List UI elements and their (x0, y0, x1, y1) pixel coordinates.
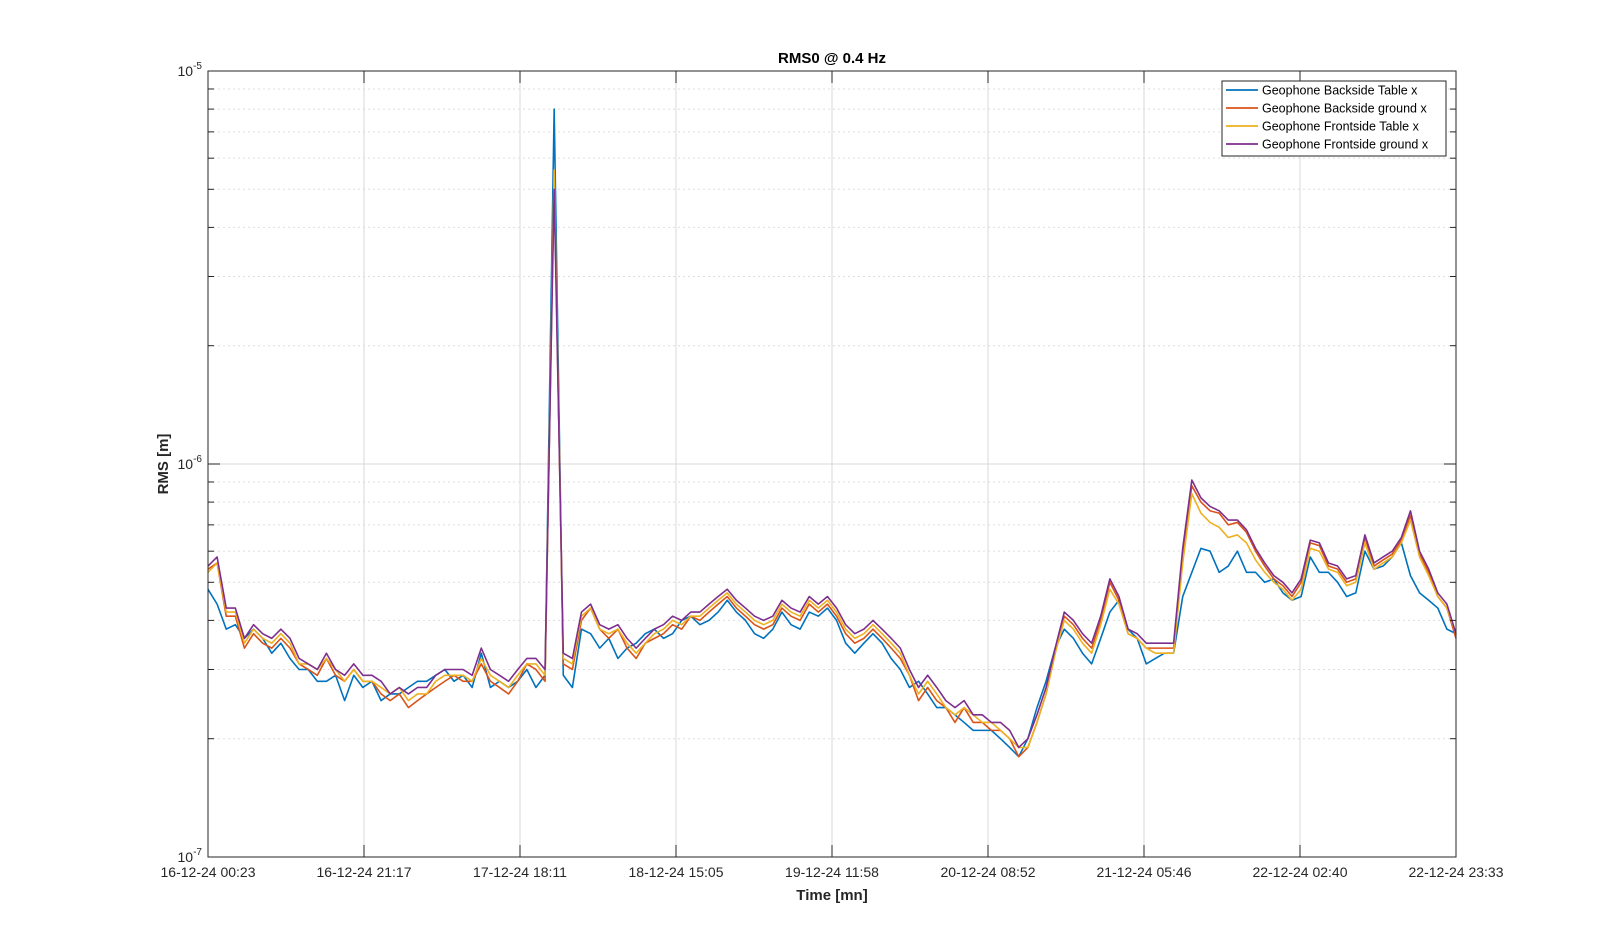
x-tick-label: 16-12-24 00:23 (161, 864, 256, 880)
y-tick-labels: 10-7 10-6 10-5 (178, 61, 203, 865)
legend-label: Geophone Frontside Table x (1262, 120, 1420, 134)
legend-label: Geophone Backside ground x (1262, 102, 1427, 116)
legend-box (1221, 80, 1447, 157)
x-tick-label: 18-12-24 15:05 (629, 864, 724, 880)
y-tick-label: 10-6 (178, 454, 203, 472)
series-line-4 (207, 188, 1457, 749)
y-tick-label: 10-5 (178, 61, 203, 79)
x-tick-label: 16-12-24 21:17 (317, 864, 412, 880)
series-line-2 (207, 172, 1457, 758)
x-tick-label: 20-12-24 08:52 (941, 864, 1036, 880)
chart-title: RMS0 @ 0.4 Hz (778, 50, 886, 67)
series-lines (207, 108, 1457, 758)
x-tick-labels: 16-12-24 00:23 16-12-24 21:17 17-12-24 18:… (161, 864, 1504, 880)
major-gridlines (208, 71, 1456, 857)
series-line-3 (207, 169, 1457, 749)
y-axis-label: RMS [m] (155, 434, 172, 495)
x-axis-label: Time [mn] (796, 887, 867, 904)
legend-label: Geophone Frontside ground x (1262, 138, 1429, 152)
x-tick-label: 17-12-24 18:11 (473, 864, 567, 880)
series-line-1 (207, 108, 1457, 758)
x-tick-label: 22-12-24 02:40 (1253, 864, 1348, 880)
axis-ticks (207, 70, 1457, 858)
legend: Geophone Backside Table x Geophone Backsi… (1221, 80, 1447, 157)
y-tick-label: 10-7 (178, 847, 203, 865)
legend-label: Geophone Backside Table x (1262, 84, 1418, 98)
x-tick-label: 21-12-24 05:46 (1097, 864, 1192, 880)
x-tick-label: 19-12-24 11:58 (785, 864, 879, 880)
x-tick-label: 22-12-24 23:33 (1409, 864, 1504, 880)
